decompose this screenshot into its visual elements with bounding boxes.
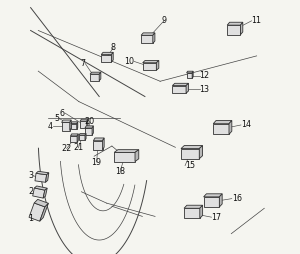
Text: 20: 20 (85, 117, 94, 126)
Polygon shape (80, 119, 88, 121)
Polygon shape (184, 205, 203, 208)
Polygon shape (79, 135, 85, 140)
Polygon shape (141, 35, 153, 43)
Text: 19: 19 (92, 157, 102, 167)
Polygon shape (80, 121, 87, 128)
Text: 2: 2 (28, 187, 33, 196)
Text: 1: 1 (28, 214, 33, 224)
Polygon shape (61, 120, 71, 122)
Polygon shape (219, 194, 222, 207)
Text: 6: 6 (60, 108, 65, 118)
Text: 5: 5 (55, 114, 60, 123)
Text: 3: 3 (28, 171, 33, 180)
Polygon shape (70, 134, 78, 136)
Polygon shape (35, 173, 46, 182)
Text: 9: 9 (161, 16, 166, 25)
Polygon shape (43, 188, 47, 198)
Text: 13: 13 (200, 85, 209, 94)
Polygon shape (227, 22, 243, 25)
Polygon shape (227, 25, 240, 35)
Polygon shape (92, 126, 93, 135)
Text: 11: 11 (252, 16, 262, 25)
Text: 14: 14 (241, 120, 251, 130)
Polygon shape (204, 197, 219, 207)
Polygon shape (101, 52, 113, 55)
Polygon shape (71, 124, 77, 130)
Polygon shape (77, 134, 78, 142)
Text: 8: 8 (111, 43, 116, 52)
Polygon shape (99, 72, 101, 81)
Polygon shape (85, 134, 86, 140)
Polygon shape (34, 199, 48, 207)
Text: 17: 17 (212, 213, 222, 222)
Text: 10: 10 (124, 57, 134, 66)
Polygon shape (79, 134, 86, 135)
Polygon shape (29, 203, 45, 221)
Polygon shape (181, 149, 199, 159)
Polygon shape (46, 173, 49, 182)
Polygon shape (229, 120, 232, 134)
Polygon shape (40, 203, 48, 221)
Polygon shape (156, 60, 159, 70)
Polygon shape (111, 52, 113, 62)
Polygon shape (204, 194, 222, 197)
Polygon shape (240, 22, 243, 35)
Polygon shape (142, 63, 156, 70)
Polygon shape (70, 136, 77, 142)
Polygon shape (187, 71, 193, 73)
Polygon shape (172, 86, 186, 93)
Polygon shape (200, 205, 202, 218)
Text: 15: 15 (185, 161, 195, 170)
Polygon shape (85, 128, 92, 135)
Text: 22: 22 (61, 144, 72, 153)
Polygon shape (61, 122, 70, 131)
Text: 18: 18 (115, 167, 125, 176)
Polygon shape (77, 122, 78, 130)
Polygon shape (153, 33, 155, 43)
Polygon shape (90, 72, 101, 74)
Polygon shape (172, 83, 188, 86)
Polygon shape (213, 124, 229, 134)
Text: 21: 21 (73, 143, 83, 152)
Text: 16: 16 (232, 194, 242, 203)
Text: 7: 7 (80, 59, 85, 68)
Polygon shape (103, 138, 104, 150)
Polygon shape (192, 71, 193, 78)
Polygon shape (93, 141, 103, 150)
Polygon shape (93, 138, 104, 141)
Polygon shape (142, 60, 159, 63)
Polygon shape (114, 150, 139, 152)
Polygon shape (85, 126, 93, 128)
Text: 4: 4 (48, 122, 53, 131)
Polygon shape (199, 146, 203, 159)
Polygon shape (114, 152, 135, 162)
Polygon shape (213, 120, 232, 124)
Polygon shape (101, 55, 111, 62)
Polygon shape (184, 208, 200, 218)
Polygon shape (135, 150, 139, 162)
Polygon shape (90, 74, 99, 81)
Text: 12: 12 (200, 71, 210, 80)
Polygon shape (36, 171, 49, 175)
Polygon shape (87, 119, 88, 128)
Polygon shape (141, 33, 155, 35)
Polygon shape (34, 186, 47, 190)
Polygon shape (33, 188, 45, 198)
Polygon shape (181, 146, 203, 149)
Polygon shape (70, 120, 71, 131)
Polygon shape (71, 122, 78, 124)
Polygon shape (186, 83, 188, 93)
Polygon shape (187, 73, 192, 78)
